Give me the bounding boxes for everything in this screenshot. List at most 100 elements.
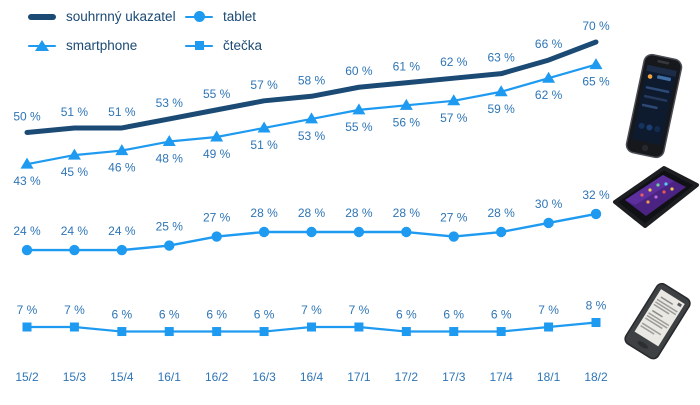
data-label-souhrnny-ukazatel: 66 %: [535, 37, 563, 51]
data-label-tablet: 24 %: [108, 224, 136, 238]
data-label-smartphone: 55 %: [345, 120, 373, 134]
data-label-smartphone: 43 %: [13, 174, 41, 188]
marker-ctecka: [259, 327, 269, 337]
x-axis-label: 16/4: [300, 370, 324, 384]
data-label-smartphone: 45 %: [61, 165, 89, 179]
data-label-tablet: 24 %: [13, 224, 41, 238]
data-label-ctecka: 7 %: [64, 303, 85, 317]
marker-smartphone: [210, 130, 224, 142]
data-label-tablet: 32 %: [582, 188, 610, 202]
data-label-smartphone: 51 %: [250, 138, 278, 152]
data-label-ctecka: 6 %: [111, 308, 132, 322]
marker-tablet: [258, 226, 270, 238]
data-label-ctecka: 6 %: [254, 308, 275, 322]
triangle-swatch: [35, 39, 49, 51]
marker-ctecka: [591, 317, 601, 327]
data-label-souhrnny-ukazatel: 70 %: [582, 19, 610, 33]
legend-label-souhrnny-ukazatel: souhrnný ukazatel: [66, 9, 176, 24]
smartphone-photo: [624, 50, 684, 167]
x-axis-label: 15/3: [63, 370, 87, 384]
marker-ctecka: [354, 322, 364, 332]
data-label-souhrnny-ukazatel: 58 %: [298, 73, 326, 87]
marker-tablet: [211, 231, 222, 242]
marker-smartphone: [589, 58, 603, 70]
marker-tablet: [164, 240, 175, 251]
marker-ctecka: [496, 327, 506, 337]
legend-label-ctecka: čtečka: [223, 38, 263, 53]
data-label-tablet: 30 %: [535, 197, 563, 211]
data-label-ctecka: 7 %: [301, 303, 322, 317]
data-label-souhrnny-ukazatel: 55 %: [203, 87, 231, 101]
data-label-ctecka: 6 %: [159, 308, 180, 322]
x-axis-label: 17/4: [489, 370, 513, 384]
data-label-souhrnny-ukazatel: 61 %: [393, 60, 421, 74]
ereader-photo: [620, 280, 694, 369]
data-label-tablet: 27 %: [203, 211, 231, 225]
data-label-ctecka: 7 %: [17, 303, 38, 317]
tablet-photo: [612, 164, 700, 235]
marker-smartphone: [399, 98, 413, 110]
x-axis-label: 18/2: [584, 370, 608, 384]
marker-tablet: [306, 226, 317, 238]
marker-tablet: [543, 217, 554, 229]
circle-marker-icon: [185, 11, 213, 23]
data-label-souhrnny-ukazatel: 63 %: [487, 51, 515, 65]
data-label-tablet: 28 %: [393, 206, 421, 220]
marker-tablet: [69, 244, 80, 256]
data-label-ctecka: 6 %: [491, 308, 512, 322]
data-label-souhrnny-ukazatel: 60 %: [345, 64, 373, 78]
series-line-souhrnny-ukazatel: [24, 39, 599, 135]
line-swatch: [28, 14, 56, 20]
data-label-ctecka: 8 %: [586, 298, 607, 312]
marker-ctecka: [449, 327, 459, 337]
marker-ctecka: [544, 322, 554, 332]
marker-ctecka: [117, 327, 127, 337]
marker-tablet: [590, 208, 602, 220]
legend-label-tablet: tablet: [223, 9, 257, 24]
summary-line-icon: [28, 11, 56, 23]
circle-swatch: [193, 11, 205, 22]
data-label-smartphone: 59 %: [487, 102, 515, 116]
marker-smartphone: [494, 85, 508, 97]
marker-smartphone: [305, 112, 318, 124]
marker-smartphone: [162, 135, 176, 147]
legend-item-ctecka: čtečka: [185, 38, 262, 53]
x-axis-label: 16/3: [252, 370, 276, 384]
marker-smartphone: [115, 144, 129, 156]
square-marker-icon: [185, 40, 213, 52]
marker-smartphone: [542, 71, 556, 83]
square-swatch: [194, 41, 204, 50]
marker-tablet: [401, 226, 412, 238]
data-label-ctecka: 7 %: [349, 303, 370, 317]
data-label-tablet: 28 %: [298, 206, 326, 220]
data-label-smartphone: 57 %: [440, 111, 468, 125]
data-label-tablet: 24 %: [61, 224, 89, 238]
data-label-souhrnny-ukazatel: 57 %: [250, 78, 278, 92]
x-axis-label: 17/1: [347, 370, 371, 384]
x-axis-label: 17/3: [442, 370, 466, 384]
marker-smartphone: [447, 94, 461, 106]
data-label-tablet: 27 %: [440, 211, 468, 225]
marker-tablet: [116, 244, 128, 256]
legend-label-smartphone: smartphone: [66, 38, 138, 53]
data-label-tablet: 28 %: [345, 206, 373, 220]
marker-tablet: [448, 231, 459, 242]
marker-ctecka: [69, 322, 79, 332]
data-label-ctecka: 6 %: [396, 308, 417, 322]
marker-ctecka: [164, 327, 174, 337]
data-label-souhrnny-ukazatel: 51 %: [108, 105, 136, 119]
x-axis-label: 18/1: [537, 370, 561, 384]
data-label-smartphone: 48 %: [156, 152, 184, 166]
data-label-ctecka: 7 %: [538, 303, 559, 317]
data-label-tablet: 28 %: [250, 206, 278, 220]
marker-tablet: [353, 226, 365, 238]
data-label-smartphone: 49 %: [203, 147, 231, 161]
x-axis-label: 16/2: [205, 370, 229, 384]
data-label-tablet: 28 %: [487, 206, 515, 220]
x-axis-label: 15/2: [15, 370, 39, 384]
x-axis-label: 17/2: [395, 370, 419, 384]
marker-smartphone: [352, 103, 366, 115]
data-label-souhrnny-ukazatel: 53 %: [156, 96, 184, 110]
marker-ctecka: [22, 322, 32, 332]
